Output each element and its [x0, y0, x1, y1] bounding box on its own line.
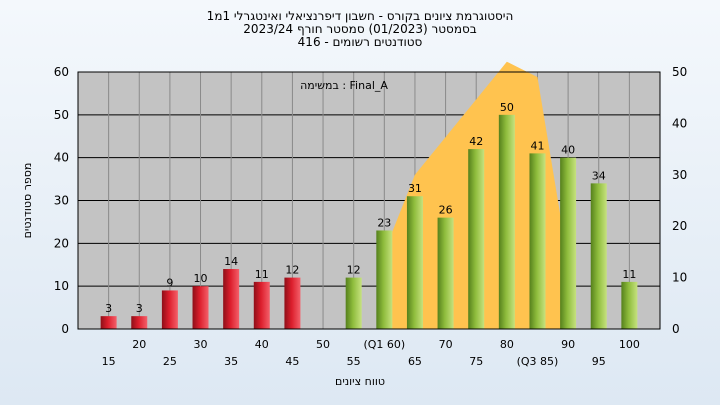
y-axis-right-tick-label: 0 [672, 322, 680, 336]
y-axis-left-tick-label: 50 [54, 108, 69, 122]
x-axis-tick-label: 20 [132, 338, 146, 351]
bar-value-label-100: 11 [622, 268, 636, 281]
x-axis-tick-label: 50 [316, 338, 330, 351]
histogram-bar-15 [100, 316, 117, 329]
bar-value-label-25: 9 [166, 276, 173, 289]
plot-border [77, 71, 661, 330]
task-annotation: במשימה : Final_A [300, 79, 388, 92]
histogram-bar-80 [498, 114, 515, 329]
y-axis-left-tick-label: 60 [54, 65, 69, 79]
y-axis-right-tick-label: 10 [672, 271, 687, 285]
x-axis-tick-label: 45 [285, 355, 299, 368]
histogram-bar-90 [560, 157, 577, 329]
histogram-bar-95 [590, 183, 607, 329]
x-axis-tick-label: (Q3 85) [517, 355, 559, 368]
histogram-bar-75 [468, 149, 485, 329]
chart-subtitle-semester: בסמסטר (01/2023) סמסטר חורף 2023/24 [243, 22, 477, 36]
bar-value-label-60: 23 [377, 216, 391, 229]
bar-value-label-85: 41 [530, 139, 544, 152]
histogram-bar-25 [161, 290, 178, 329]
bar-value-label-75: 42 [469, 135, 483, 148]
y-axis-left-tick-label: 20 [54, 236, 69, 250]
histogram-bar-45 [284, 277, 301, 329]
x-axis-tick-label: 80 [500, 338, 514, 351]
x-axis-tick-label: 15 [102, 355, 116, 368]
y-axis-left-tick-label: 40 [54, 151, 69, 165]
x-axis-tick-label: 100 [619, 338, 640, 351]
chart-title: היסטוגרמת ציונים בקורס - חשבון דיפרנציאל… [206, 9, 514, 23]
y-axis-right-tick-label: 50 [672, 65, 687, 79]
histogram-bar-70 [437, 217, 454, 329]
y-axis-left-tick-label: 0 [61, 322, 69, 336]
histogram-bar-100 [621, 281, 638, 329]
bar-value-label-45: 12 [285, 264, 299, 277]
x-axis-tick-label: 30 [194, 338, 208, 351]
bar-value-label-20: 3 [136, 302, 143, 315]
x-axis-title: טווח ציונים [335, 375, 385, 388]
y-axis-title: מספר סטודנטים [21, 163, 34, 239]
bar-value-label-35: 14 [224, 255, 238, 268]
chart-title-block: היסטוגרמת ציונים בקורס - חשבון דיפרנציאל… [0, 10, 720, 49]
histogram-bar-85 [529, 153, 546, 329]
y-axis-right-tick-label: 40 [672, 116, 687, 130]
y-axis-left-tick-label: 30 [54, 194, 69, 208]
x-axis-tick-label: 90 [561, 338, 575, 351]
x-axis-tick-label: (Q1 60) [363, 338, 405, 351]
x-axis-tick-label: 95 [592, 355, 606, 368]
bar-value-label-90: 40 [561, 144, 575, 157]
histogram-bar-65 [406, 196, 423, 329]
x-axis-tick-label: 25 [163, 355, 177, 368]
x-axis-tick-label: 75 [469, 355, 483, 368]
chart-subtitle-registered: סטודנטים רשומים - 416 [297, 35, 423, 49]
bar-value-label-80: 50 [500, 101, 514, 114]
bar-value-label-95: 34 [592, 169, 606, 182]
histogram-bar-55 [345, 277, 362, 329]
y-axis-right-tick-label: 30 [672, 168, 687, 182]
x-axis-tick-label: 40 [255, 338, 269, 351]
histogram-bar-20 [131, 316, 148, 329]
y-axis-right-tick-label: 20 [672, 219, 687, 233]
x-axis-tick-label: 70 [439, 338, 453, 351]
bar-value-label-40: 11 [255, 268, 269, 281]
y-axis-left-tick-label: 10 [54, 279, 69, 293]
bar-value-label-55: 12 [347, 264, 361, 277]
bar-value-label-70: 26 [439, 204, 453, 217]
x-axis-tick-label: 35 [224, 355, 238, 368]
histogram-bar-30 [192, 286, 209, 329]
bar-value-label-15: 3 [105, 302, 112, 315]
histogram-bar-40 [253, 281, 270, 329]
histogram-bar-60 [376, 230, 393, 329]
x-axis-tick-label: 65 [408, 355, 422, 368]
bar-value-label-30: 10 [194, 272, 208, 285]
bar-value-label-65: 31 [408, 182, 422, 195]
histogram-bar-35 [223, 269, 240, 329]
x-axis-tick-label: 55 [347, 355, 361, 368]
